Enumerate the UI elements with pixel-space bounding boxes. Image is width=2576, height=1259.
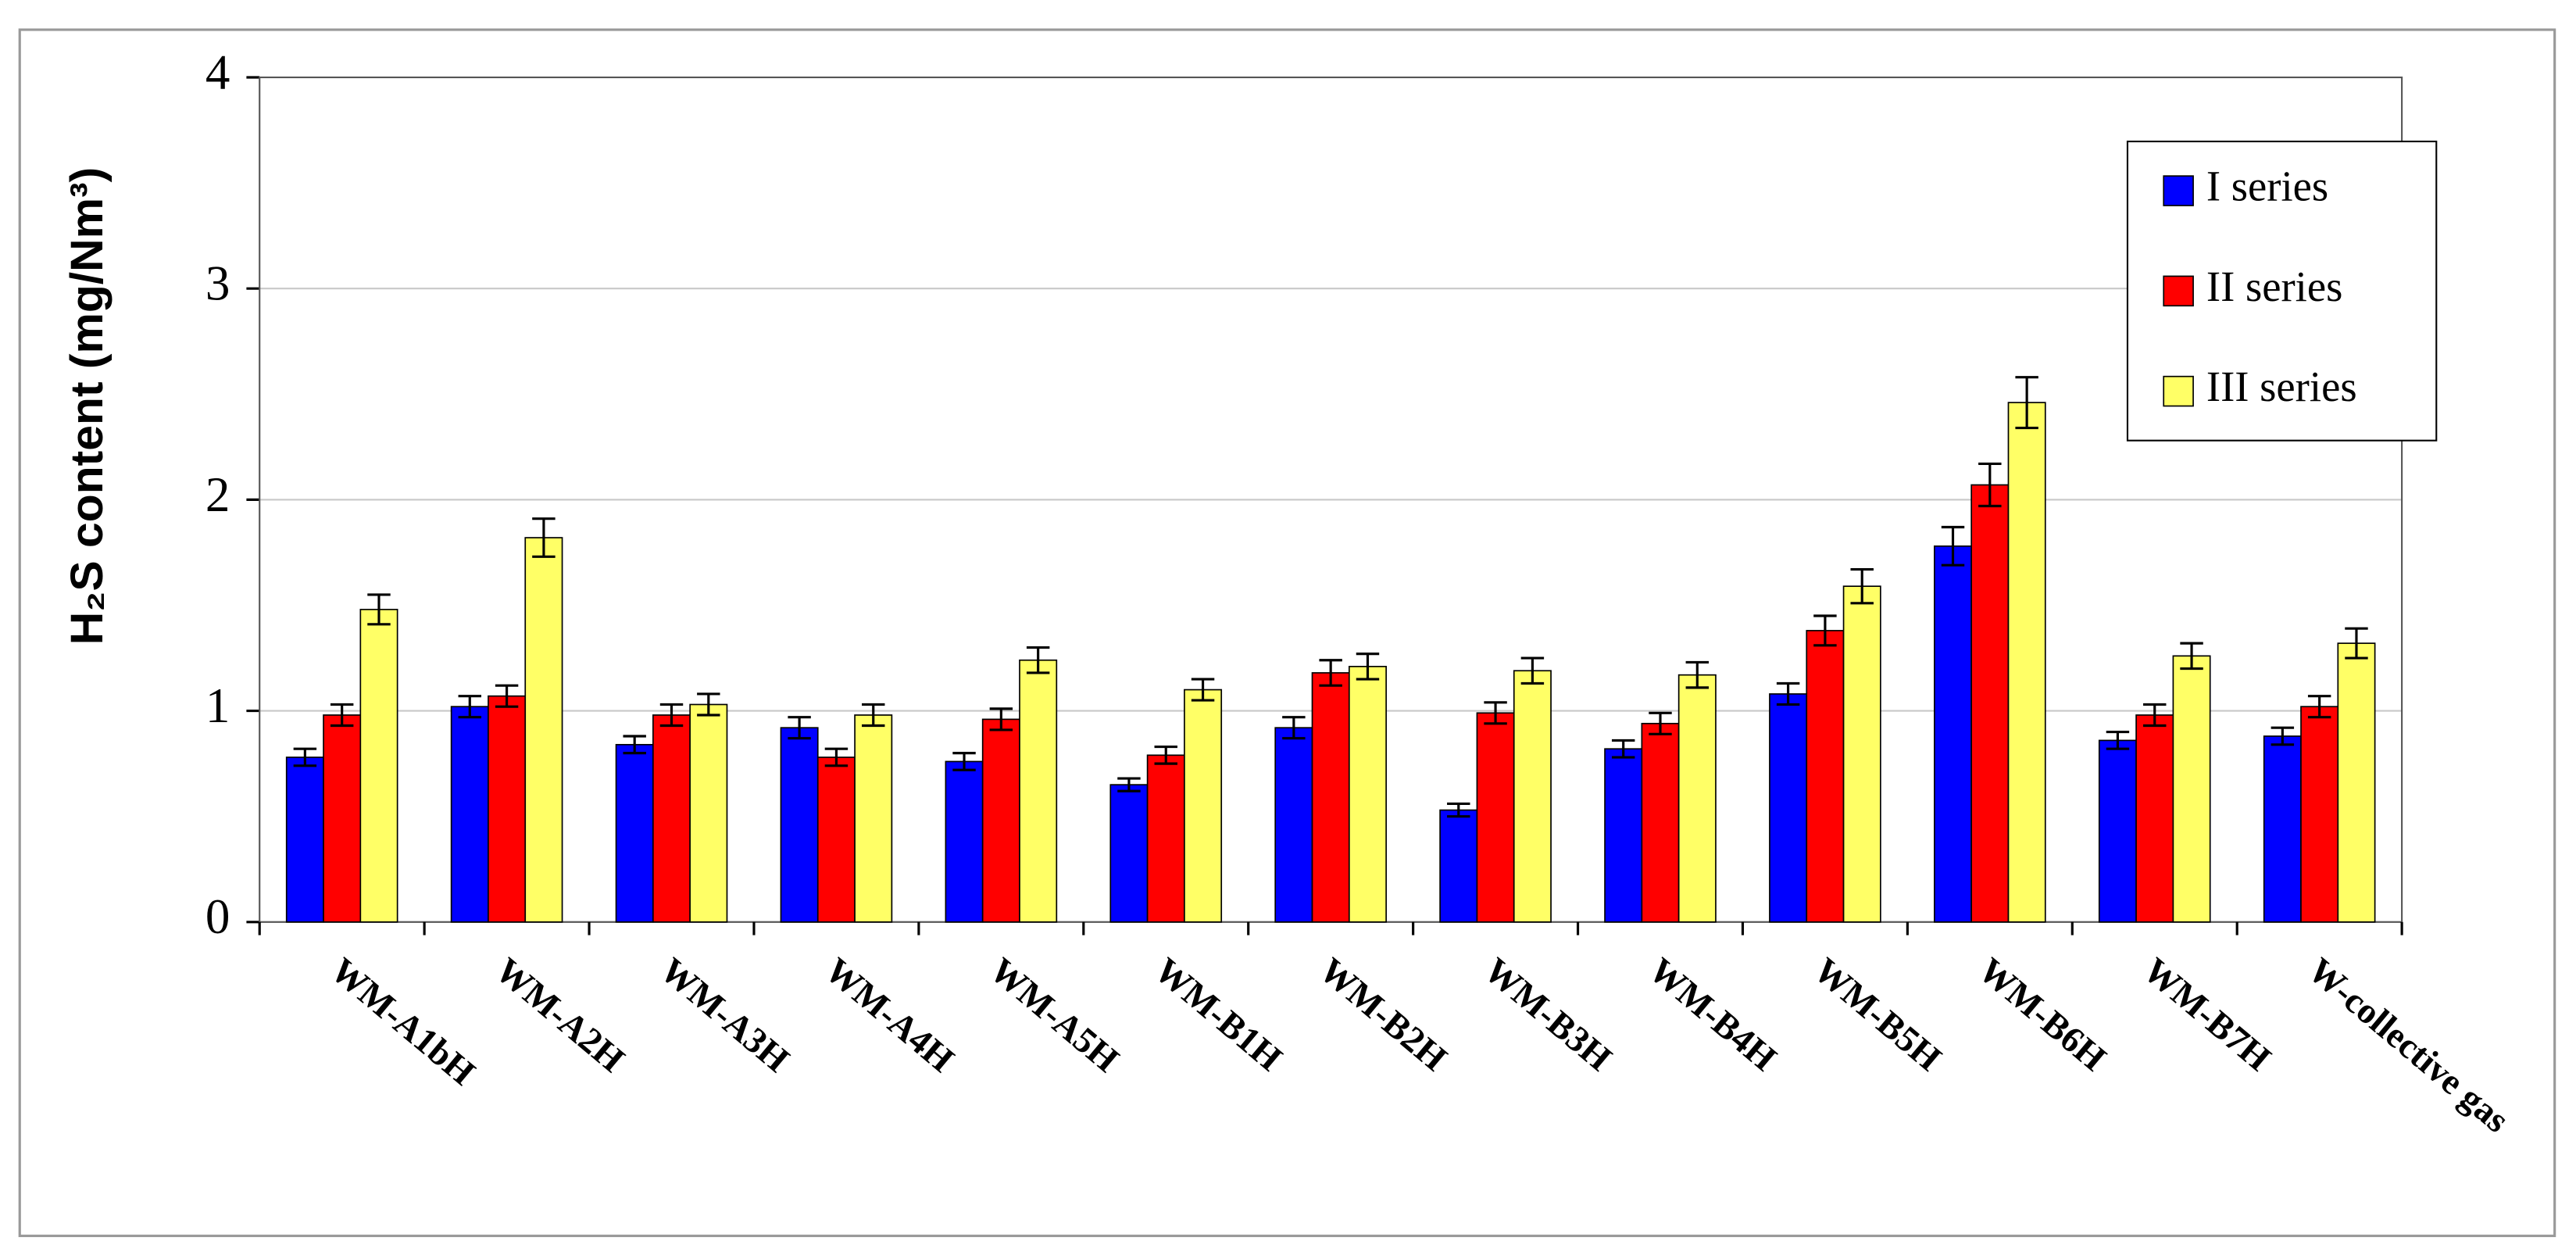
bar — [450, 706, 489, 923]
error-bar — [1611, 739, 1635, 759]
bar — [1184, 689, 1223, 923]
error-bar — [788, 716, 811, 740]
error-bar — [659, 703, 684, 728]
bar — [1934, 545, 1973, 923]
error-bar — [623, 735, 646, 755]
bar — [1677, 674, 1717, 923]
error-bar — [1191, 678, 1215, 702]
bar — [1476, 712, 1515, 923]
bar — [981, 718, 1020, 923]
bar — [2098, 739, 2137, 923]
bar — [1806, 630, 1845, 923]
error-bar — [1484, 701, 1507, 725]
legend-swatch — [2163, 175, 2194, 206]
bar — [1769, 693, 1808, 923]
error-bar — [1685, 660, 1710, 689]
y-tick-label: 2 — [205, 467, 230, 522]
error-bar — [697, 692, 720, 717]
error-bar — [1776, 681, 1800, 706]
error-bar — [824, 747, 849, 767]
error-bar — [1026, 646, 1050, 674]
error-bar — [2106, 731, 2130, 750]
bar — [1641, 722, 1680, 923]
error-bar — [2180, 642, 2203, 671]
bar — [1439, 809, 1478, 923]
bar — [1019, 659, 1058, 923]
error-bar — [2015, 376, 2038, 430]
bar — [780, 727, 819, 923]
bar — [488, 695, 527, 923]
error-bar — [2307, 695, 2331, 719]
bar — [945, 760, 984, 923]
bar — [854, 714, 893, 923]
legend-label: III series — [2206, 363, 2357, 410]
y-tick-label: 4 — [205, 45, 230, 99]
bar — [1348, 666, 1387, 923]
error-bar — [1356, 653, 1380, 681]
bar — [2135, 714, 2174, 923]
error-bar — [1520, 656, 1545, 685]
error-bar — [293, 747, 317, 767]
error-bar — [989, 707, 1013, 731]
bar — [615, 743, 654, 923]
legend-label: II series — [2206, 263, 2343, 310]
error-bar — [1117, 777, 1141, 792]
bar — [285, 756, 324, 923]
error-bar — [532, 517, 556, 558]
error-bar — [1850, 567, 1874, 605]
bar — [2007, 402, 2046, 923]
bar — [1311, 672, 1350, 923]
bar — [359, 609, 398, 923]
error-bar — [367, 593, 391, 626]
error-bar — [2345, 627, 2368, 660]
error-bar — [1978, 462, 2002, 508]
bar — [1842, 585, 1881, 923]
y-axis-title: H₂S content (mg/Nm³) — [62, 167, 113, 645]
legend-label: I series — [2206, 163, 2328, 210]
bar — [652, 714, 691, 923]
bar — [1970, 484, 2010, 923]
y-tick-label: 1 — [205, 678, 230, 733]
error-bar — [1941, 525, 1965, 567]
error-bar — [458, 695, 482, 719]
error-bar — [1154, 745, 1177, 765]
bar — [1513, 670, 1552, 923]
error-bar — [495, 684, 519, 708]
legend-swatch — [2163, 375, 2194, 407]
y-tick-label: 3 — [205, 256, 230, 311]
error-bar — [1319, 659, 1342, 687]
bar — [1274, 727, 1313, 923]
error-bar — [2271, 726, 2295, 746]
error-bar — [1813, 614, 1837, 647]
bar — [1146, 754, 1185, 923]
error-bar — [2143, 703, 2167, 728]
bar — [1604, 748, 1643, 923]
legend-swatch — [2163, 275, 2194, 307]
bar — [816, 756, 856, 923]
bar — [2300, 706, 2339, 923]
error-bar — [1447, 802, 1470, 818]
bar — [689, 703, 728, 923]
bar — [1109, 784, 1149, 923]
error-bar — [1649, 711, 1672, 735]
bar — [323, 714, 362, 923]
error-bar — [1282, 716, 1306, 740]
bar — [524, 537, 563, 923]
bar — [2337, 642, 2376, 923]
bar — [2172, 655, 2211, 923]
bar — [2263, 735, 2302, 923]
error-bar — [862, 703, 885, 728]
error-bar — [952, 752, 976, 771]
y-tick-label: 0 — [205, 889, 230, 944]
error-bar — [330, 703, 354, 728]
